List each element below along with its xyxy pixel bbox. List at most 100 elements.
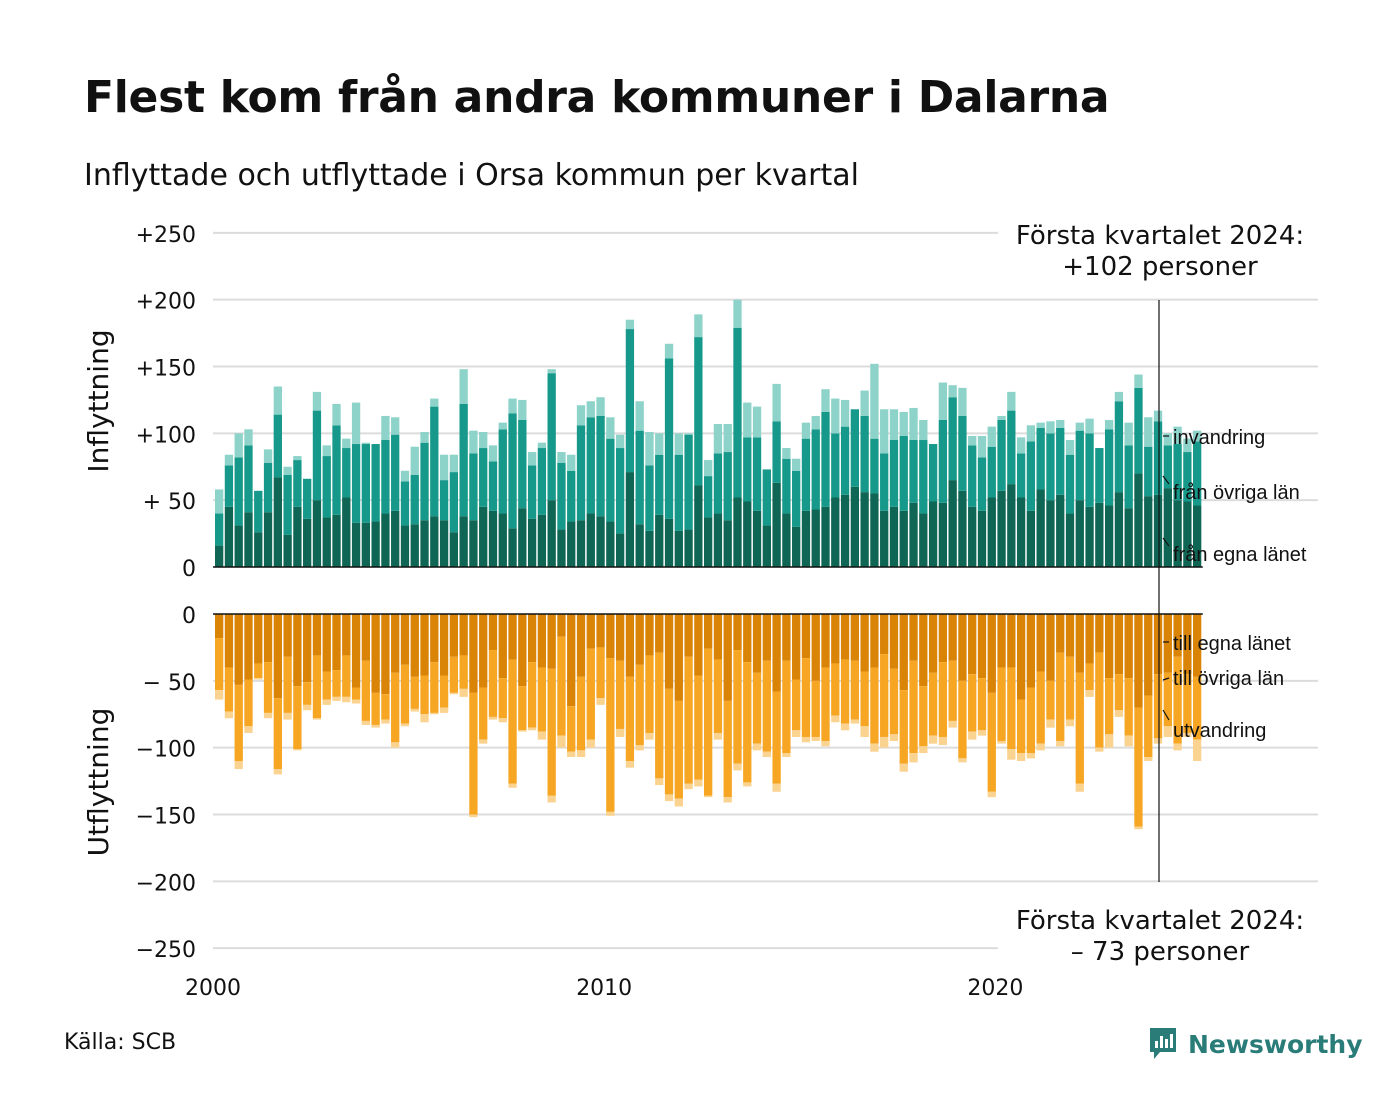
bar-out-other	[821, 667, 830, 741]
bar-in-own	[831, 497, 840, 567]
bar-out-emig	[1193, 739, 1202, 762]
bar-out-other	[576, 676, 586, 751]
bar-out-other	[694, 675, 703, 780]
bar-out-emig	[606, 811, 615, 816]
bar-in-immig	[792, 458, 801, 471]
bar-in-own	[518, 508, 527, 567]
bar-in-immig	[449, 454, 459, 473]
bar-out-other	[254, 663, 263, 679]
bar-in-immig	[977, 436, 987, 458]
bar-in-own	[351, 522, 361, 567]
bar-out-own	[244, 614, 253, 680]
bar-out-own	[1016, 614, 1026, 700]
bar-in-other	[586, 417, 595, 514]
bar-out-own	[312, 614, 322, 656]
bar-out-emig	[977, 730, 987, 736]
bar-in-other	[439, 480, 449, 521]
chart: +250 +200 +150 +100 + 50 0 0 − 50 −100 −150 −200 −2…	[82, 221, 1318, 1001]
bar-out-own	[498, 614, 507, 679]
bar-in-other	[645, 465, 654, 531]
bar-in-own	[968, 506, 977, 567]
bar-in-immig	[615, 434, 625, 449]
bar-out-other	[1144, 695, 1153, 758]
bar-out-other	[537, 667, 547, 732]
bar-in-own	[410, 524, 419, 567]
bar-in-own	[371, 521, 380, 567]
bar-out-emig	[1173, 743, 1182, 751]
bar-out-emig	[1104, 734, 1114, 748]
bar-in-own	[322, 517, 331, 567]
bar-in-own	[488, 510, 498, 567]
bar-in-immig	[391, 417, 400, 435]
bar-out-other	[1036, 671, 1045, 744]
bar-out-emig	[821, 740, 830, 747]
bar-out-other	[303, 682, 312, 705]
bar-out-emig	[576, 750, 586, 758]
bar-out-emig	[860, 726, 869, 737]
bar-in-other	[919, 440, 928, 514]
bar-out-emig	[635, 744, 644, 751]
bar-out-other	[606, 658, 615, 812]
bar-in-own	[762, 525, 771, 567]
bar-in-own	[909, 502, 918, 567]
bar-in-immig	[987, 426, 996, 447]
bar-out-other	[488, 650, 498, 717]
bar-out-other	[391, 672, 400, 743]
bar-in-other	[312, 410, 322, 501]
bar-in-immig	[655, 433, 664, 455]
y-axis-label-utflyttning: Utflyttning	[82, 708, 115, 857]
bar-in-own	[674, 530, 683, 567]
bar-in-immig	[567, 454, 576, 471]
bar-in-own	[283, 534, 292, 567]
bar-in-other	[1134, 387, 1143, 474]
bar-out-own	[1046, 614, 1055, 681]
bar-in-own	[606, 521, 615, 567]
bar-out-emig	[664, 794, 674, 802]
bar-in-own	[557, 529, 566, 567]
bar-in-other	[1153, 421, 1163, 495]
bar-out-own	[782, 614, 791, 661]
bar-out-own	[1104, 614, 1114, 679]
bar-in-own	[576, 520, 586, 567]
bar-out-own	[1026, 614, 1036, 688]
bar-out-other	[850, 660, 859, 720]
bar-in-immig	[870, 363, 879, 439]
bars-inflyttning	[215, 299, 1202, 567]
bar-out-emig	[919, 746, 928, 754]
bar-in-immig	[860, 390, 869, 416]
bar-in-own	[850, 486, 859, 567]
bar-in-other	[684, 434, 693, 530]
bar-in-other	[1095, 448, 1104, 503]
bar-out-other	[400, 664, 410, 724]
y-tick-label: −200	[136, 871, 196, 896]
bar-in-immig	[351, 402, 361, 445]
bar-in-immig	[1163, 433, 1172, 446]
bar-out-emig	[655, 778, 664, 786]
bar-out-other	[244, 679, 253, 727]
bar-out-other	[361, 660, 370, 721]
bar-out-other	[792, 679, 801, 731]
bar-out-own	[293, 614, 302, 687]
bar-in-other	[234, 457, 243, 526]
bar-out-own	[400, 614, 410, 665]
bar-out-emig	[880, 736, 889, 748]
bar-out-emig	[567, 751, 576, 758]
bar-in-other	[557, 462, 566, 530]
bars-utflyttning	[215, 614, 1202, 830]
bar-in-other	[840, 426, 850, 495]
bar-in-immig	[576, 405, 586, 426]
bar-out-own	[655, 614, 664, 653]
bar-in-other	[1056, 427, 1065, 495]
bar-in-other	[459, 403, 468, 517]
bar-out-emig	[831, 715, 840, 723]
bar-out-emig	[968, 731, 977, 740]
bar-in-other	[1085, 433, 1094, 507]
y-tick-label: +200	[136, 290, 196, 315]
bar-out-emig	[870, 743, 879, 752]
bar-in-other	[860, 415, 869, 493]
bar-out-own	[322, 614, 331, 672]
bar-out-other	[1173, 656, 1182, 744]
bar-out-other	[1085, 663, 1094, 691]
bar-in-own	[645, 530, 654, 567]
bar-in-other	[743, 437, 752, 502]
